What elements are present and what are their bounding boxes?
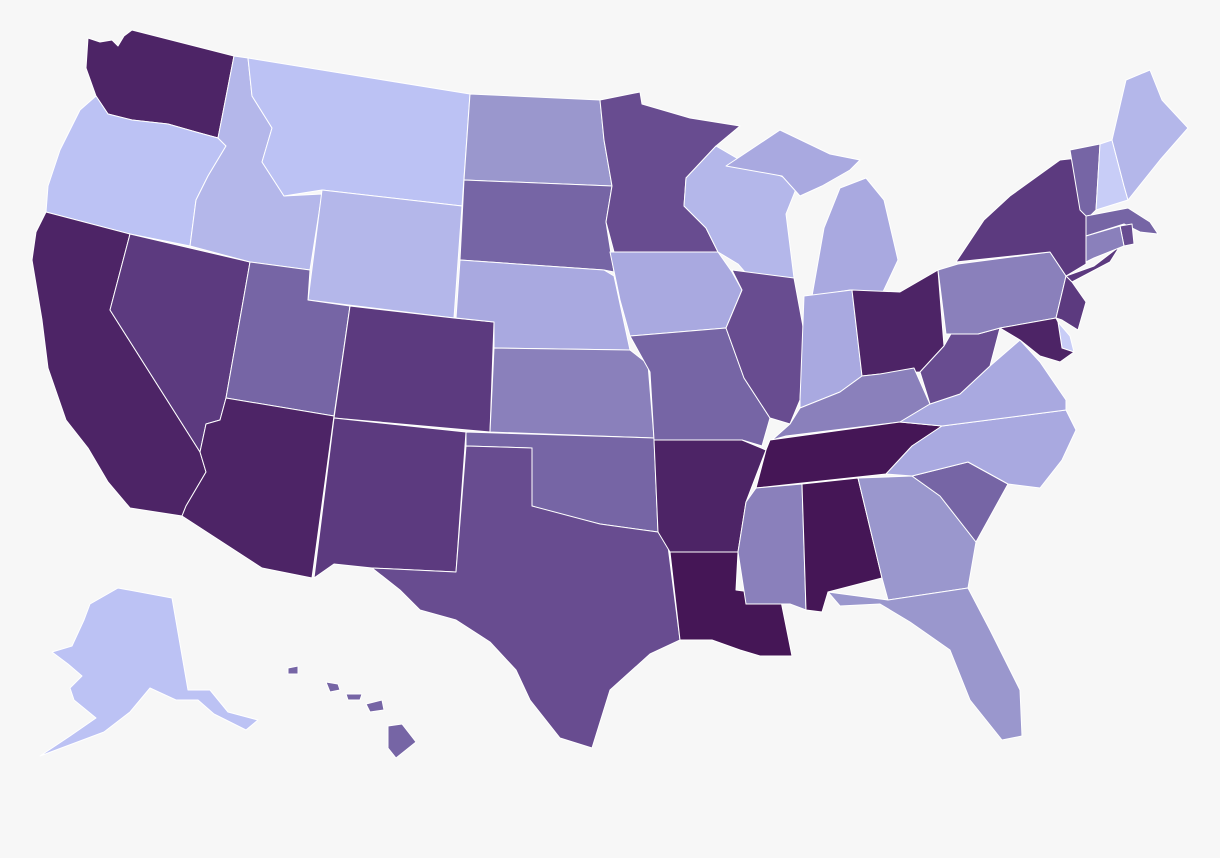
state-ky (771, 367, 931, 441)
state-co (333, 305, 495, 433)
state-tx (371, 445, 681, 749)
state-me (1111, 69, 1189, 201)
state-vt (1069, 143, 1101, 219)
state-sd (459, 179, 615, 273)
state-ak (39, 587, 259, 757)
state-la (669, 551, 793, 657)
state-az (181, 397, 335, 579)
state-wy (307, 189, 463, 319)
state-nm (313, 417, 467, 579)
state-ia (609, 251, 743, 337)
state-md (999, 317, 1075, 363)
state-nd (463, 93, 613, 187)
state-ks (489, 347, 655, 439)
state-ct (1085, 225, 1125, 263)
state-il (725, 269, 805, 425)
state-fl (827, 587, 1023, 741)
state-hi (287, 665, 417, 759)
state-ms (737, 483, 807, 611)
